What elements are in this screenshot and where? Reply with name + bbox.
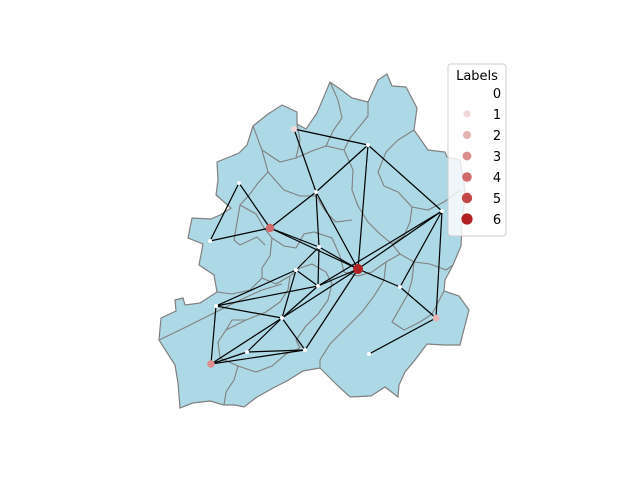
network-edge — [368, 317, 437, 355]
network-edge — [269, 191, 317, 229]
network-edge — [238, 182, 271, 229]
network-node — [280, 316, 284, 320]
network-edge — [281, 285, 319, 319]
network-node — [314, 190, 318, 194]
network-edge — [399, 286, 437, 319]
legend-marker — [463, 110, 471, 118]
network-edge — [399, 210, 443, 288]
network-edge — [357, 268, 401, 288]
network-node — [317, 245, 321, 249]
legend-label: 6 — [493, 213, 501, 228]
network-edge — [215, 305, 283, 319]
network-edge — [357, 144, 369, 270]
legend-label: 3 — [493, 150, 501, 165]
legend-box — [447, 63, 507, 237]
network-edge — [317, 210, 443, 287]
network-node — [316, 284, 320, 288]
legend-entries: 0 1 2 3 4 5 6 — [461, 87, 501, 228]
network-node — [303, 348, 307, 352]
network-node — [366, 143, 370, 147]
network-edge — [281, 269, 297, 319]
network-node — [367, 352, 371, 356]
legend-marker — [463, 131, 471, 139]
network-nodes — [207, 126, 444, 368]
network-edges — [209, 128, 443, 365]
network-edge — [281, 268, 359, 319]
network-edge — [215, 285, 319, 307]
network-node — [245, 350, 249, 354]
network-node — [237, 181, 241, 185]
network-edge — [435, 210, 443, 319]
network-edge — [210, 351, 248, 365]
network-edge — [246, 317, 283, 353]
network-edge — [209, 227, 271, 242]
legend-marker — [462, 151, 472, 161]
network-node — [291, 126, 297, 132]
network-edge — [293, 128, 369, 146]
network-edge — [281, 317, 306, 351]
network-edge — [210, 317, 283, 365]
legend-label: 0 — [493, 87, 501, 102]
network-edge — [293, 128, 317, 193]
network-edge — [304, 268, 359, 351]
legend-label: 4 — [493, 171, 501, 186]
network-edge — [210, 305, 217, 365]
legend: Labels 0 1 2 3 4 5 6 — [447, 63, 507, 237]
network-edge — [357, 210, 443, 270]
network-edge — [315, 191, 359, 270]
network-edge — [367, 144, 443, 212]
legend-label: 2 — [493, 129, 501, 144]
district-boundaries — [158, 81, 461, 406]
network-edge — [269, 227, 359, 270]
network-node — [432, 314, 440, 322]
network-edge — [215, 269, 297, 307]
network-node — [353, 264, 363, 274]
network-edge — [209, 182, 240, 242]
network-edge — [317, 268, 359, 287]
network-node — [265, 223, 275, 233]
legend-marker — [462, 172, 472, 182]
network-node — [208, 239, 212, 243]
network-node — [214, 304, 218, 308]
network-edge — [246, 349, 306, 353]
network-edge — [295, 269, 319, 287]
network-node — [207, 360, 215, 368]
legend-marker — [461, 213, 473, 225]
map-region-outline — [158, 73, 470, 409]
legend-label: 1 — [493, 108, 501, 123]
legend-title: Labels — [456, 69, 498, 84]
network-edge — [210, 349, 306, 365]
network-node — [440, 209, 444, 213]
network-node — [398, 285, 402, 289]
legend-label: 5 — [493, 192, 501, 207]
network-edge — [315, 144, 369, 193]
network-edge — [295, 246, 320, 271]
network-edge — [317, 246, 320, 287]
network-edge — [315, 191, 320, 248]
legend-marker — [461, 192, 473, 204]
network-node — [294, 268, 298, 272]
